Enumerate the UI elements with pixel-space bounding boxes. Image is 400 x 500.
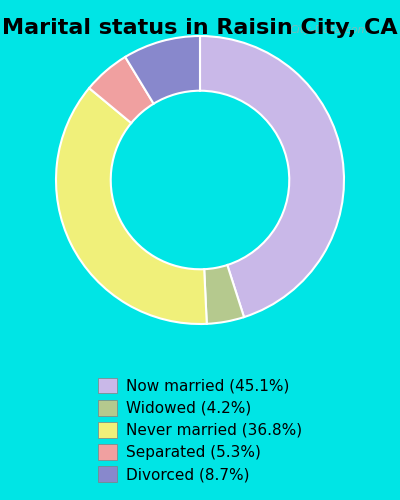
Text: City-Data.com: City-Data.com bbox=[290, 25, 369, 35]
Wedge shape bbox=[56, 88, 207, 324]
Text: Marital status in Raisin City, CA: Marital status in Raisin City, CA bbox=[2, 18, 398, 38]
Wedge shape bbox=[200, 36, 344, 317]
Legend: Now married (45.1%), Widowed (4.2%), Never married (36.8%), Separated (5.3%), Di: Now married (45.1%), Widowed (4.2%), Nev… bbox=[98, 378, 302, 482]
Wedge shape bbox=[125, 36, 200, 104]
Wedge shape bbox=[89, 57, 154, 123]
Wedge shape bbox=[204, 265, 244, 324]
